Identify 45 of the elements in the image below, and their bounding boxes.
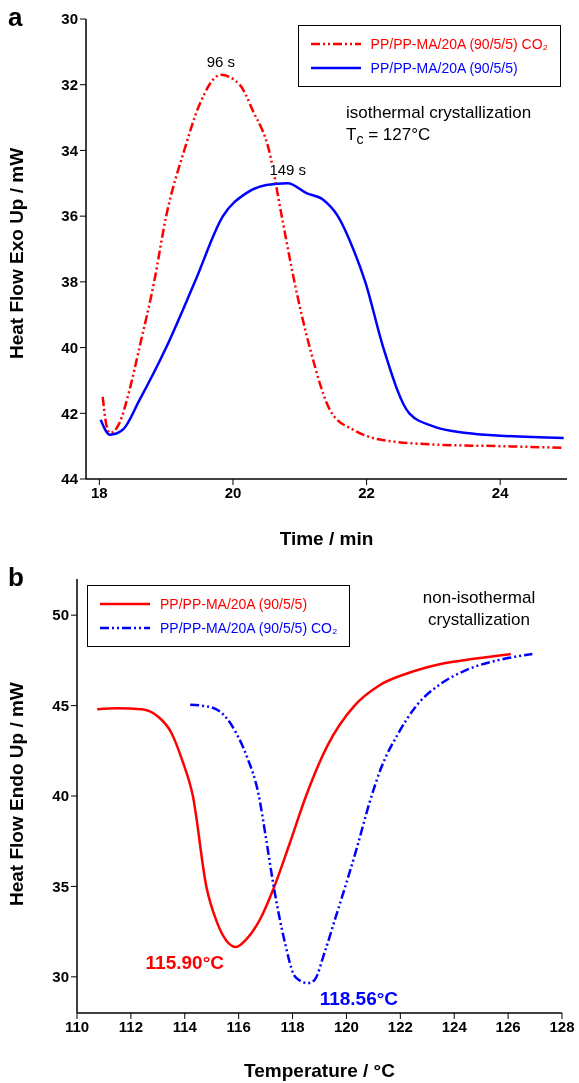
annotation: 96 s	[206, 52, 236, 70]
y-tick-label: 34	[61, 141, 79, 159]
x-tick-label: 128	[549, 1017, 575, 1035]
chart-title: a	[8, 2, 23, 32]
x-tick-label: 112	[118, 1017, 143, 1035]
line-series	[95, 652, 513, 949]
y-tick-label: 38	[61, 273, 78, 291]
y-axis-title: Heat Flow Exo Up / mW	[5, 147, 27, 359]
y-tick-label: 45	[52, 696, 69, 714]
x-tick-label: 110	[64, 1017, 90, 1035]
x-axis-title: Time / min	[279, 528, 374, 549]
x-tick-label: 114	[172, 1017, 198, 1035]
legend-label: PP/PP-MA/20A (90/5/5) CO₂	[160, 620, 338, 636]
annotation: 118.56°C	[319, 988, 399, 1010]
legend-label: PP/PP-MA/20A (90/5/5) CO₂	[370, 36, 548, 52]
legend-label: PP/PP-MA/20A (90/5/5)	[160, 596, 308, 612]
y-tick-label: 44	[61, 470, 79, 488]
y-tick-label: 42	[61, 404, 78, 422]
annotation: non-isothermal crystallization	[422, 588, 536, 629]
x-tick-label: 120	[333, 1017, 359, 1035]
chart-title: b	[8, 562, 24, 592]
annotation: 115.90°C	[145, 952, 225, 973]
x-tick-label: 20	[224, 483, 242, 501]
x-tick-label: 118	[280, 1017, 305, 1035]
x-tick-label: 116	[226, 1017, 251, 1035]
annotation: isothermal crystallization	[346, 103, 532, 122]
x-tick-label: 122	[387, 1017, 413, 1035]
y-tick-label: 40	[61, 338, 78, 356]
x-tick-label: 22	[358, 483, 375, 501]
x-axis-title: Temperature / °C	[244, 1060, 396, 1081]
x-tick-label: 126	[495, 1017, 521, 1035]
legend-label: PP/PP-MA/20A (90/5/5)	[370, 60, 518, 76]
annotation: T$_{c}$ = 127°C	[346, 125, 431, 148]
x-tick-label: 24	[491, 483, 510, 501]
x-tick-label: 18	[91, 483, 108, 501]
y-tick-label: 50	[52, 606, 69, 624]
y-tick-label: 40	[52, 787, 69, 805]
x-tick-label: 124	[441, 1017, 468, 1035]
y-tick-label: 30	[52, 968, 69, 986]
y-axis-title: Heat Flow Endo Up / mW	[5, 682, 27, 906]
y-tick-label: 30	[61, 10, 78, 28]
y-tick-label: 32	[61, 76, 78, 94]
line-series	[99, 182, 565, 440]
y-tick-label: 35	[52, 877, 69, 895]
y-tick-label: 36	[61, 207, 78, 225]
